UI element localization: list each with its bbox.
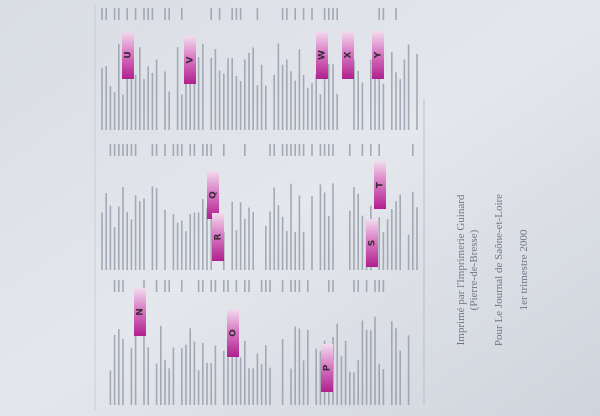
colophon: Imprimé par l'Imprimerie Guinard (Pierre… <box>455 194 530 346</box>
header-letter: S <box>368 240 378 246</box>
header-bar <box>207 171 219 219</box>
header-letter: P <box>323 364 333 371</box>
header-bar <box>316 31 328 79</box>
header-letter: X <box>344 51 354 58</box>
header-bar <box>134 288 146 336</box>
printer: Imprimé par l'Imprimerie Guinard <box>455 194 467 345</box>
header-bar <box>227 309 239 357</box>
header-letter: N <box>136 308 146 316</box>
header-letter: V <box>186 56 196 63</box>
header-bar <box>212 213 224 261</box>
client: Pour Le Journal de Saône-et-Loire <box>493 194 505 346</box>
header-letter: Q <box>209 191 219 199</box>
header-bar <box>372 31 384 79</box>
header-letter: O <box>229 329 239 337</box>
header-bar <box>342 31 354 79</box>
index-text <box>101 8 418 405</box>
header-bar <box>184 36 196 84</box>
header-letter: U <box>124 51 134 58</box>
header-letter: T <box>376 181 386 188</box>
index-headers: N O P Q R S T U V W X Y <box>122 31 386 392</box>
header-letter: W <box>318 50 328 60</box>
header-bar <box>366 219 378 267</box>
header-bar <box>374 161 386 209</box>
date: 1er trimestre 2000 <box>518 229 530 310</box>
header-letter: Y <box>374 51 384 59</box>
header-bar <box>321 344 333 392</box>
header-letter: R <box>214 233 224 240</box>
header-bar <box>122 31 134 79</box>
place: (Pierre-de-Bresse) <box>468 229 480 310</box>
